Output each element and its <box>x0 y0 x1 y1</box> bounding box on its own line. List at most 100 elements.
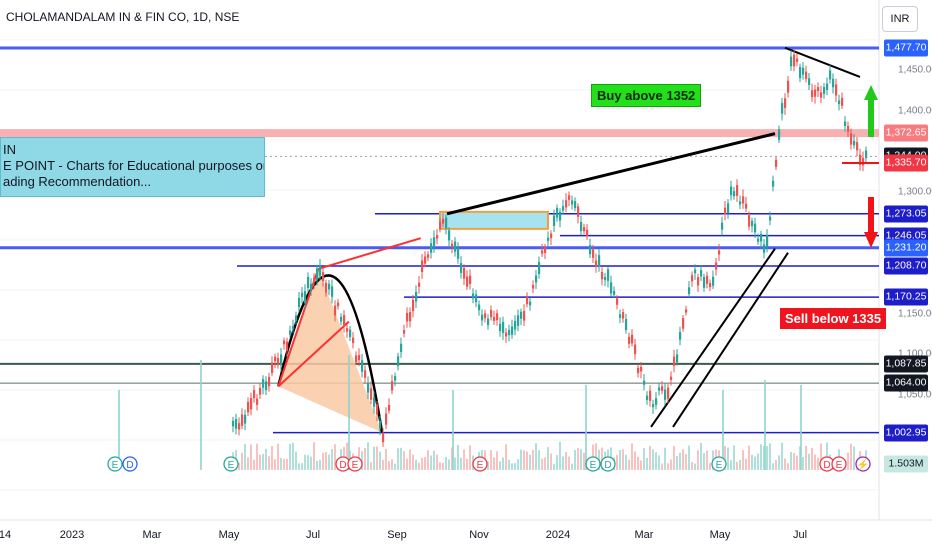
price-axis-tick: 1,150.00 <box>898 308 932 319</box>
split-marker-icon <box>855 456 871 472</box>
candle-body <box>394 376 397 381</box>
volume-bar <box>550 453 552 470</box>
candle-body <box>352 337 355 344</box>
candle-body <box>436 235 439 239</box>
candle-body <box>481 314 484 321</box>
up-arrow-icon <box>864 85 878 137</box>
volume-bar <box>499 461 501 470</box>
dividend-marker-label: D <box>339 460 346 471</box>
note-line-2: E POINT - Charts for Educational purpose… <box>3 158 265 173</box>
volume-bar <box>289 443 291 470</box>
candle-body <box>742 196 745 204</box>
candle-body <box>658 387 661 391</box>
volume-bar <box>298 463 300 470</box>
candle-body <box>391 381 394 391</box>
candle-body <box>400 343 403 353</box>
volume-bar <box>757 453 759 470</box>
volume-bar <box>682 449 684 470</box>
volume-bar <box>385 448 387 470</box>
volume-bar <box>331 449 333 470</box>
candle-body <box>355 355 358 363</box>
volume-bar <box>460 457 462 470</box>
candle-body <box>523 310 526 321</box>
volume-bar <box>808 453 810 470</box>
volume-bar <box>415 459 417 470</box>
candle-body <box>325 282 328 293</box>
buy-annotation: Buy above 1352 <box>591 84 702 107</box>
candle-body <box>286 341 289 351</box>
candle-body <box>586 229 589 236</box>
volume-bar <box>790 451 792 470</box>
currency-button[interactable]: INR <box>882 6 918 32</box>
time-axis-label: May <box>709 529 731 541</box>
earnings-marker-label: E <box>590 460 597 471</box>
candle-body <box>865 150 868 159</box>
volume-bar <box>781 442 783 470</box>
candle-body <box>319 265 322 276</box>
candle-body <box>310 283 313 290</box>
volume-bar <box>388 461 390 470</box>
candle-body <box>589 245 592 255</box>
volume-bar <box>436 454 438 470</box>
trendline-upper <box>446 132 776 216</box>
candle-body <box>556 207 559 218</box>
candle-body <box>664 389 667 400</box>
candle-body <box>592 249 595 258</box>
candle-body <box>493 316 496 321</box>
volume-bar <box>595 443 597 470</box>
volume-bar <box>373 446 375 470</box>
candle-body <box>544 247 547 253</box>
volume-bar <box>742 450 744 470</box>
candle-body <box>385 413 388 425</box>
dividend-marker-label: D <box>823 460 830 471</box>
candle-body <box>256 398 259 405</box>
resistance-band <box>0 129 879 138</box>
volume-bar <box>688 445 690 470</box>
candle-body <box>754 223 757 233</box>
volume-bar <box>256 443 258 470</box>
candle-body <box>424 256 427 264</box>
candle-body <box>247 401 250 413</box>
volume-bar <box>583 452 585 470</box>
candle-body <box>751 220 754 227</box>
volume-bar <box>619 450 621 470</box>
candle-body <box>271 362 274 373</box>
candle-body <box>298 297 301 308</box>
volume-bar <box>764 380 766 470</box>
price-axis-tick: 1,050.00 <box>898 389 932 401</box>
candle-body <box>535 275 538 283</box>
price-label: 1,372.65 <box>884 124 928 142</box>
candle-body <box>448 230 451 241</box>
time-axis-label: Jul <box>305 529 321 541</box>
candle-body <box>643 380 646 385</box>
candle-body <box>403 330 406 334</box>
volume-bar <box>367 442 369 470</box>
candle-body <box>673 356 676 366</box>
candle-body <box>790 56 793 67</box>
candle-body <box>472 293 475 299</box>
volume-bar <box>694 463 696 470</box>
volume-bar <box>265 448 267 470</box>
volume-bar <box>664 447 666 470</box>
volume-bar <box>502 457 504 470</box>
earnings-marker-icon <box>472 456 488 472</box>
candle-body <box>667 387 670 399</box>
candle-body <box>622 311 625 319</box>
volume-bar <box>769 443 771 470</box>
volume-bar <box>667 463 669 470</box>
candle-body <box>322 272 325 282</box>
volume-bar <box>805 445 807 470</box>
candle-body <box>550 233 553 239</box>
candle-body <box>832 78 835 88</box>
volume-bar <box>310 456 312 470</box>
candle-body <box>508 329 511 336</box>
candle-body <box>631 334 634 344</box>
candle-body <box>532 284 535 289</box>
volume-bar <box>505 444 507 470</box>
candle-body <box>814 89 817 97</box>
volume-bar <box>400 447 402 470</box>
candle-body <box>262 379 265 388</box>
volume-bar <box>364 448 366 470</box>
volume-bar <box>538 450 540 470</box>
